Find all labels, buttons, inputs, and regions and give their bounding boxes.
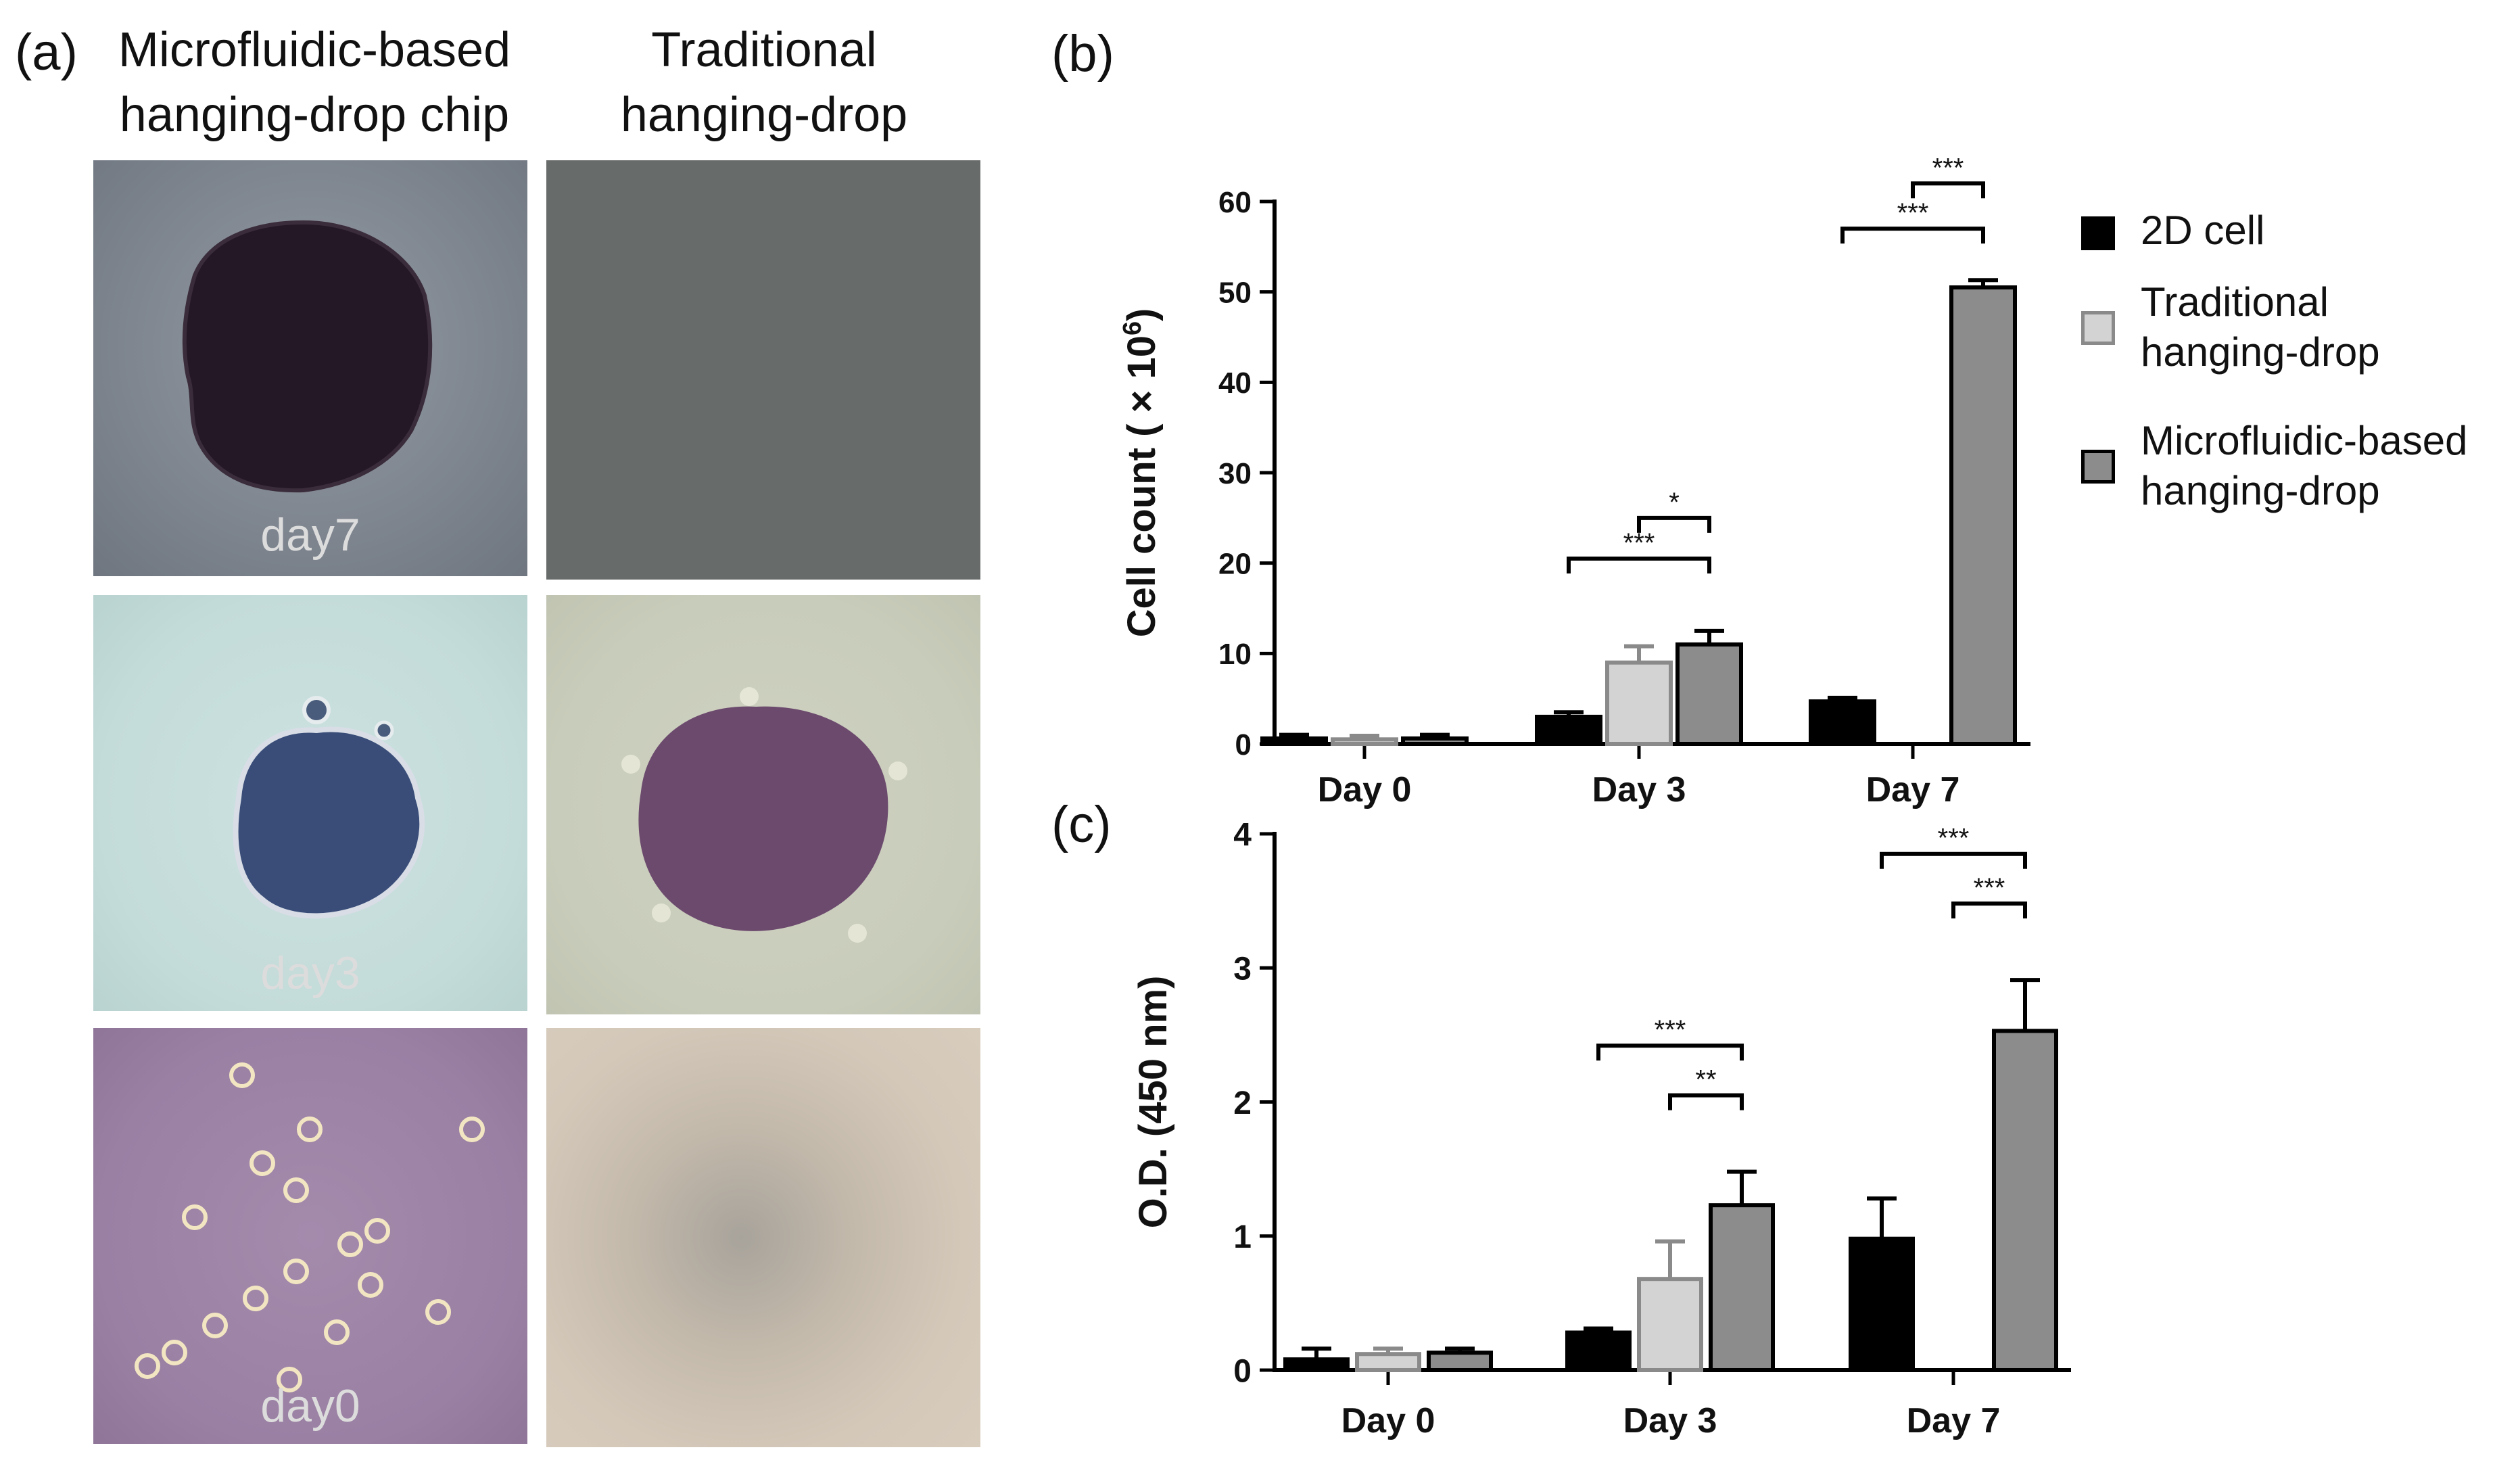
column-title-microfluidic: Microfluidic-based hanging-drop chip xyxy=(78,18,551,147)
bar xyxy=(1809,699,1876,746)
x-tick-label: Day 3 xyxy=(1592,770,1686,809)
significance-label: ** xyxy=(1695,1065,1716,1095)
column-title-line-1: Traditional xyxy=(651,23,877,77)
bar xyxy=(1992,1029,2058,1372)
panel-letter: (b) xyxy=(1051,25,1114,83)
significance-bracket xyxy=(1951,901,2027,919)
micrograph-traditional-day7 xyxy=(546,160,980,580)
cells-image xyxy=(135,1062,485,1392)
x-tick-label: Day 7 xyxy=(1907,1401,2001,1440)
significance-bracket xyxy=(1840,227,1985,244)
column-title-line-2: hanging-drop chip xyxy=(119,88,510,142)
y-tick-label: 40 xyxy=(1218,367,1252,400)
legend-label: Microfluidic-based hanging-drop xyxy=(2141,416,2468,516)
y-tick-label: 1 xyxy=(1233,1219,1252,1255)
legend-item-2d-cell: 2D cell xyxy=(2081,203,2500,271)
legend-label-line-2: hanging-drop xyxy=(2141,468,2380,513)
significance-bracket xyxy=(1637,515,1711,533)
panel-a-letter: (a) xyxy=(15,24,78,81)
legend-item-microfluidic: Microfluidic-based hanging-drop xyxy=(2081,416,2514,524)
legend-item-traditional: Traditional hanging-drop xyxy=(2081,277,2514,385)
spheroid-image xyxy=(621,687,907,943)
day-label: day0 xyxy=(260,1380,360,1432)
legend-swatch xyxy=(2081,450,2115,484)
y-tick-label: 0 xyxy=(1233,1353,1252,1389)
micrograph-microfluidic-day0: day0 xyxy=(93,1028,527,1444)
significance-label: *** xyxy=(1655,1015,1686,1045)
column-title-line-1: Microfluidic-based xyxy=(118,23,511,77)
x-tick-label: Day 3 xyxy=(1623,1401,1717,1440)
bar xyxy=(1849,1236,1915,1372)
significance-bracket xyxy=(1880,851,2027,869)
bar xyxy=(1283,1357,1350,1373)
y-axis-label-end: ) xyxy=(1120,308,1164,321)
micrograph-traditional-day0 xyxy=(546,1028,980,1447)
legend-label-line-2: hanging-drop xyxy=(2141,329,2380,375)
significance-bracket xyxy=(1567,556,1711,573)
bar xyxy=(1675,642,1743,747)
y-axis-label-sup: 6 xyxy=(1118,321,1146,335)
bar xyxy=(1637,1277,1703,1372)
legend-label: 2D cell xyxy=(2141,208,2265,253)
legend-label-line-1: Traditional xyxy=(2141,279,2329,325)
micrograph-microfluidic-day7: day7 xyxy=(93,160,527,576)
bar xyxy=(1401,736,1469,746)
y-tick-label: 50 xyxy=(1218,277,1252,310)
legend-swatch xyxy=(2081,216,2115,250)
bar xyxy=(1605,660,1673,747)
significance-label: *** xyxy=(1897,198,1929,228)
significance-label: *** xyxy=(1623,528,1655,558)
y-tick-label: 2 xyxy=(1233,1085,1252,1121)
significance-label: *** xyxy=(1932,153,1964,183)
y-tick-label: 60 xyxy=(1218,186,1252,219)
significance-bracket xyxy=(1596,1043,1744,1061)
y-tick-label: 4 xyxy=(1233,817,1252,853)
significance-bracket xyxy=(1911,181,1985,199)
y-tick-label: 10 xyxy=(1218,638,1252,671)
significance-label: *** xyxy=(1938,824,1970,853)
spheroid-image xyxy=(182,220,433,493)
bar xyxy=(1427,1351,1493,1373)
bar xyxy=(1331,737,1398,746)
bar xyxy=(1260,736,1328,746)
y-axis-label: O.D. (450 nm) xyxy=(1131,976,1175,1229)
bar xyxy=(1709,1203,1775,1372)
significance-label: *** xyxy=(1974,873,2005,903)
legend-label-line-1: Microfluidic-based xyxy=(2141,418,2468,463)
column-title-line-2: hanging-drop xyxy=(620,88,908,142)
column-title-traditional: Traditional hanging-drop xyxy=(527,18,1001,147)
x-tick-label: Day 0 xyxy=(1341,1401,1435,1440)
micrograph-traditional-day3 xyxy=(546,595,980,1014)
legend-swatch xyxy=(2081,311,2115,345)
panel-letter: (c) xyxy=(1051,796,1112,853)
bar xyxy=(1355,1352,1421,1372)
y-axis-label: Cell count ( × 106) xyxy=(1118,308,1164,638)
y-tick-label: 20 xyxy=(1218,548,1252,581)
significance-bracket xyxy=(1668,1093,1744,1110)
legend-label: Traditional hanging-drop xyxy=(2141,277,2380,377)
x-tick-label: Day 0 xyxy=(1318,770,1412,809)
bar xyxy=(1535,714,1602,747)
micrograph-microfluidic-day3: day3 xyxy=(93,595,527,1011)
x-tick-label: Day 7 xyxy=(1866,770,1960,809)
y-tick-label: 3 xyxy=(1233,952,1252,987)
day-label: day3 xyxy=(260,947,360,999)
bar xyxy=(1565,1330,1632,1372)
y-tick-label: 30 xyxy=(1218,457,1252,490)
significance-label: * xyxy=(1669,488,1680,517)
spheroid-image xyxy=(233,696,425,919)
day-label: day7 xyxy=(260,509,360,561)
y-tick-label: 0 xyxy=(1235,728,1252,761)
bar xyxy=(1949,285,2017,746)
